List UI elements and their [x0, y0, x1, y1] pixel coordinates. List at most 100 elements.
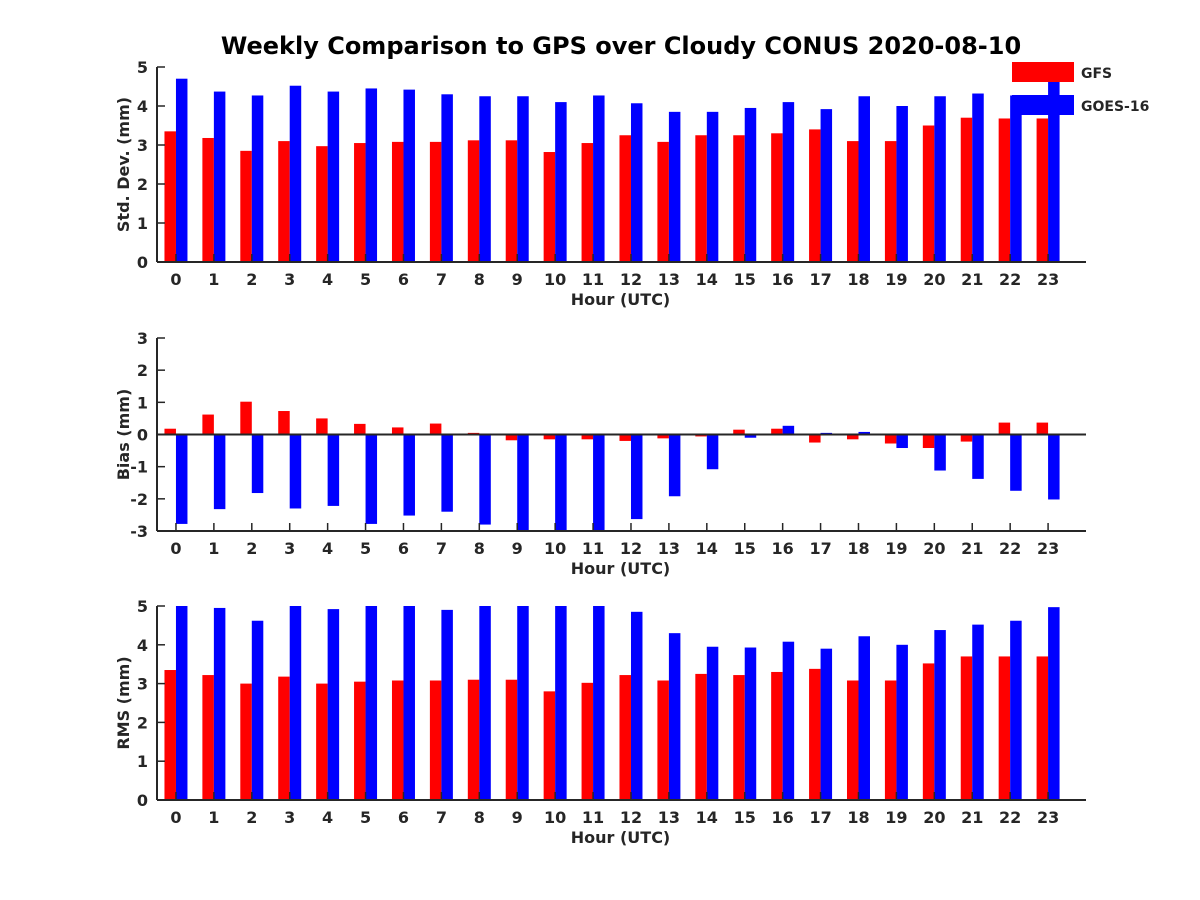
x-axis-label: Hour (UTC)	[571, 290, 671, 309]
bar-goes16-hour-11	[593, 95, 605, 262]
bar-goes16-hour-16	[782, 641, 795, 800]
x-tick-label: 16	[772, 539, 794, 558]
bar-goes16-hour-16	[782, 102, 795, 262]
bar-gfs-hour-7	[429, 680, 442, 800]
bar-gfs-hour-18	[846, 434, 859, 440]
y-axis-label: Bias (mm)	[114, 389, 133, 481]
bar-goes16-hour-9	[517, 606, 529, 800]
x-tick-label: 1	[208, 808, 219, 827]
bar-gfs-hour-4	[316, 418, 328, 435]
bar-goes16-hour-12	[630, 434, 643, 520]
bar-gfs-hour-23	[1036, 422, 1049, 435]
legend-swatch-gfs	[1012, 62, 1074, 82]
bar-goes16-hour-10	[555, 606, 567, 800]
bar-goes16-hour-21	[972, 624, 984, 800]
bar-goes16-hour-10	[555, 102, 567, 262]
bar-gfs-hour-20	[922, 663, 935, 800]
y-tick-label: 3	[137, 675, 148, 694]
y-tick-label: -1	[130, 458, 148, 477]
x-tick-label: 17	[809, 539, 831, 558]
x-tick-label: 2	[246, 808, 257, 827]
x-tick-label: 8	[474, 808, 485, 827]
bar-goes16-hour-17	[820, 109, 833, 263]
bar-goes16-hour-3	[289, 85, 302, 262]
bar-goes16-hour-2	[251, 620, 264, 800]
bar-gfs-hour-0	[164, 131, 176, 262]
bar-goes16-hour-20	[934, 96, 946, 262]
bar-goes16-hour-1	[213, 91, 226, 262]
x-tick-label: 2	[246, 270, 257, 289]
x-tick-label: 18	[847, 808, 869, 827]
bar-gfs-hour-13	[657, 141, 669, 262]
bar-goes16-hour-0	[175, 78, 188, 262]
bar-gfs-hour-20	[922, 434, 935, 449]
bar-gfs-hour-11	[581, 682, 594, 800]
x-tick-label: 23	[1037, 808, 1059, 827]
bar-gfs-hour-6	[391, 427, 404, 435]
x-tick-label: 10	[544, 539, 566, 558]
x-tick-label: 20	[923, 539, 945, 558]
y-axis-label: RMS (mm)	[114, 656, 133, 749]
y-tick-label: 3	[137, 329, 148, 348]
chart-title: Weekly Comparison to GPS over Cloudy CON…	[221, 32, 1021, 60]
bar-goes16-hour-20	[934, 434, 946, 471]
x-tick-label: 19	[885, 270, 907, 289]
x-tick-label: 15	[734, 270, 756, 289]
x-tick-label: 5	[360, 808, 371, 827]
x-tick-label: 14	[696, 270, 718, 289]
y-tick-label: 0	[137, 791, 148, 810]
x-tick-label: 9	[512, 270, 523, 289]
x-tick-label: 23	[1037, 270, 1059, 289]
y-tick-label: 1	[137, 393, 148, 412]
x-tick-label: 3	[284, 808, 295, 827]
bar-gfs-hour-2	[240, 683, 252, 800]
x-tick-label: 18	[847, 539, 869, 558]
bar-goes16-hour-1	[213, 434, 226, 510]
bar-goes16-hour-22	[1010, 434, 1022, 491]
x-tick-label: 4	[322, 539, 333, 558]
x-tick-label: 3	[284, 539, 295, 558]
bar-goes16-hour-19	[896, 106, 908, 262]
x-tick-label: 22	[999, 539, 1021, 558]
bar-gfs-hour-23	[1036, 656, 1049, 800]
x-tick-label: 0	[170, 539, 181, 558]
bar-gfs-hour-5	[354, 423, 366, 435]
bar-gfs-hour-4	[316, 146, 328, 262]
y-tick-label: 0	[137, 253, 148, 272]
bar-gfs-hour-1	[202, 137, 214, 262]
x-tick-label: 0	[170, 270, 181, 289]
bar-goes16-hour-11	[593, 434, 605, 531]
bar-gfs-hour-6	[391, 141, 404, 262]
x-tick-label: 21	[961, 808, 983, 827]
bar-gfs-hour-8	[467, 679, 480, 800]
bar-gfs-hour-7	[429, 141, 442, 262]
bar-gfs-hour-16	[771, 428, 783, 435]
x-tick-label: 11	[582, 270, 604, 289]
bar-gfs-hour-12	[619, 135, 631, 262]
bar-goes16-hour-15	[744, 434, 757, 438]
bar-gfs-hour-7	[429, 423, 442, 435]
bar-gfs-hour-12	[619, 434, 631, 441]
x-tick-label: 11	[582, 808, 604, 827]
bar-gfs-hour-1	[202, 675, 214, 800]
bar-goes16-hour-9	[517, 434, 529, 531]
bar-goes16-hour-3	[289, 606, 302, 800]
y-tick-label: 4	[137, 97, 148, 116]
x-tick-label: 12	[620, 270, 642, 289]
bar-gfs-hour-21	[960, 117, 973, 262]
bar-goes16-hour-6	[403, 606, 415, 800]
bar-gfs-hour-0	[164, 670, 176, 800]
bar-goes16-hour-13	[668, 434, 681, 497]
x-tick-label: 0	[170, 808, 181, 827]
y-tick-label: 0	[137, 426, 148, 445]
bar-gfs-hour-19	[884, 680, 897, 800]
x-tick-label: 15	[734, 539, 756, 558]
x-tick-label: 20	[923, 270, 945, 289]
y-tick-label: 1	[137, 752, 148, 771]
x-tick-label: 10	[544, 808, 566, 827]
bar-gfs-hour-9	[505, 140, 518, 262]
x-tick-label: 16	[772, 270, 794, 289]
y-tick-label: -2	[130, 490, 148, 509]
